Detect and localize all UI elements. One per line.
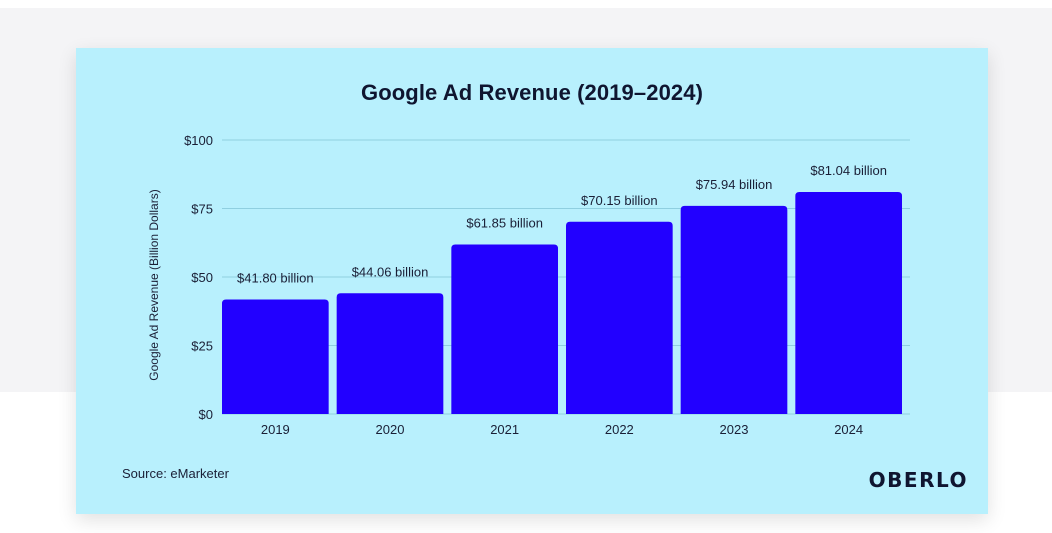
chart-title: Google Ad Revenue (2019–2024) <box>361 80 703 105</box>
bar-data-label: $75.94 billion <box>696 177 773 192</box>
y-tick-label: $0 <box>199 407 213 422</box>
bar-data-label: $61.85 billion <box>466 216 543 231</box>
x-tick-label: 2019 <box>261 422 290 437</box>
oberlo-logo: OBERLO <box>868 468 968 492</box>
y-tick-label: $75 <box>191 202 213 217</box>
x-tick-label: 2020 <box>376 422 405 437</box>
bar-data-label: $41.80 billion <box>237 270 314 285</box>
bar-data-label: $70.15 billion <box>581 193 658 208</box>
bar <box>222 299 329 414</box>
bar-chart: $0 $25 $50 $75 $100 Google Ad Revenue (Billio… <box>147 133 910 437</box>
bar-data-label: $44.06 billion <box>352 264 429 279</box>
x-tick-label: 2024 <box>834 422 863 437</box>
y-axis-title: Google Ad Revenue (Billion Dollars) <box>147 189 161 380</box>
y-tick-label: $25 <box>191 339 213 354</box>
bar-data-label: $81.04 billion <box>810 163 887 178</box>
source-note: Source: eMarketer <box>122 466 229 481</box>
x-tick-label: 2023 <box>720 422 749 437</box>
y-tick-label: $100 <box>184 133 213 148</box>
bar <box>680 205 788 414</box>
bar <box>795 191 902 414</box>
bar <box>336 293 444 414</box>
x-tick-label: 2021 <box>490 422 519 437</box>
y-tick-label: $50 <box>191 270 213 285</box>
bar <box>451 244 558 414</box>
bar <box>566 221 673 414</box>
chart-card: Google Ad Revenue (2019–2024) $0 $25 $50 $7… <box>76 48 988 514</box>
x-tick-label: 2022 <box>605 422 634 437</box>
